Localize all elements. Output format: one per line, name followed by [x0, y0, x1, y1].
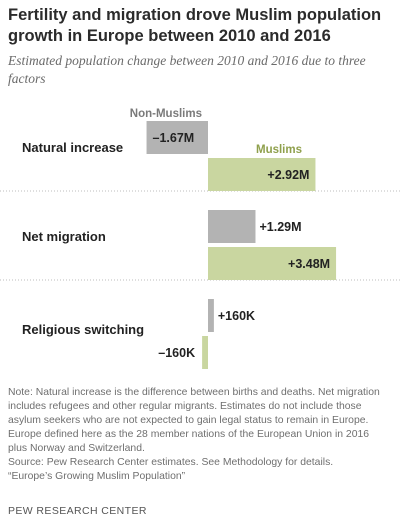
note-line: includes refugees and other regular migr… — [8, 401, 362, 412]
category-label: Religious switching — [22, 322, 144, 337]
brand-logo-text: PEW RESEARCH CENTER — [8, 505, 147, 517]
report-line: “Europe’s Growing Muslim Population” — [8, 471, 186, 482]
muslim-bar — [208, 247, 337, 280]
note-line: plus Norway and Switzerland. — [8, 443, 145, 454]
muslim-bar — [208, 158, 316, 191]
non-muslim-value-label: –1.67M — [153, 131, 195, 145]
category-label: Natural increase — [22, 140, 123, 155]
non-muslim-bar — [208, 299, 214, 332]
source-line: Source: Pew Research Center estimates. S… — [8, 457, 334, 468]
chart-notes: Note: Natural increase is the difference… — [8, 386, 398, 484]
chart-title: Fertility and migration drove Muslim pop… — [8, 6, 382, 45]
muslim-value-label: –160K — [158, 346, 195, 360]
legend-non-muslims: Non-Muslims — [130, 108, 202, 120]
category-label: Net migration — [22, 229, 106, 244]
legend-muslims: Muslims — [256, 144, 302, 156]
muslim-value-label: +3.48M — [288, 257, 330, 271]
non-muslim-value-label: +1.29M — [259, 220, 301, 234]
non-muslim-bar — [146, 121, 208, 154]
note-line: Europe defined here as the 28 member nat… — [8, 429, 370, 440]
non-muslim-value-label: +160K — [218, 309, 255, 323]
note-line: asylum seekers who are not expected to g… — [8, 415, 369, 426]
note-line: Note: Natural increase is the difference… — [8, 387, 380, 398]
muslim-bar — [202, 336, 208, 369]
bar-chart: Natural increase –1.67M +2.92M Net migratio… — [0, 108, 401, 369]
muslim-value-label: +2.92M — [267, 168, 309, 182]
chart-subtitle: Estimated population change between 2010… — [8, 53, 366, 86]
non-muslim-bar — [208, 210, 256, 243]
